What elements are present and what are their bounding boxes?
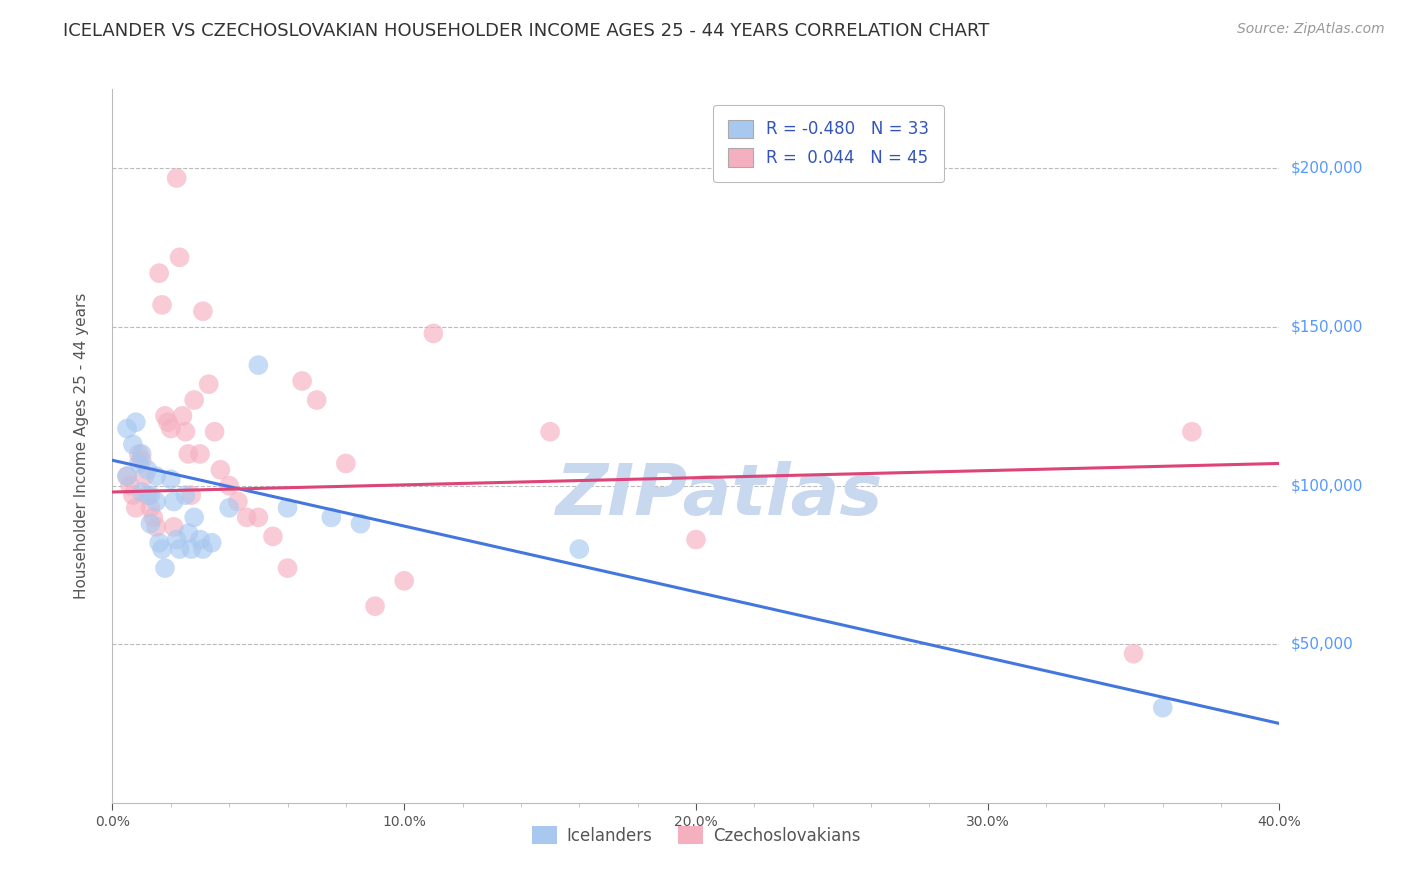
Point xyxy=(191,304,214,318)
Point xyxy=(166,171,188,186)
Point xyxy=(128,447,150,461)
Point xyxy=(321,510,343,524)
Point xyxy=(568,542,591,557)
Y-axis label: Householder Income Ages 25 - 44 years: Householder Income Ages 25 - 44 years xyxy=(75,293,89,599)
Point xyxy=(134,469,156,483)
Point xyxy=(305,392,328,407)
Point xyxy=(538,425,561,439)
Point xyxy=(139,488,162,502)
Point xyxy=(174,425,197,439)
Point xyxy=(276,500,298,515)
Point xyxy=(139,516,162,531)
Point xyxy=(153,409,176,423)
Point xyxy=(180,488,202,502)
Point xyxy=(174,488,197,502)
Point xyxy=(422,326,444,341)
Point xyxy=(191,542,214,557)
Point xyxy=(218,500,240,515)
Point xyxy=(685,533,707,547)
Point xyxy=(364,599,387,614)
Point xyxy=(139,500,162,515)
Point xyxy=(136,463,159,477)
Point xyxy=(204,425,226,439)
Point xyxy=(160,421,183,435)
Point xyxy=(188,447,211,461)
Point xyxy=(145,520,167,534)
Point xyxy=(1122,647,1144,661)
Point xyxy=(122,437,145,451)
Point xyxy=(172,409,194,423)
Point xyxy=(188,533,211,547)
Point xyxy=(160,472,183,486)
Point xyxy=(136,488,159,502)
Point xyxy=(169,542,191,557)
Point xyxy=(145,494,167,508)
Point xyxy=(153,561,176,575)
Point xyxy=(394,574,416,588)
Point xyxy=(349,516,371,531)
Point xyxy=(163,494,186,508)
Point xyxy=(226,494,249,508)
Text: $50,000: $50,000 xyxy=(1291,637,1354,652)
Point xyxy=(122,488,145,502)
Point xyxy=(125,500,148,515)
Point xyxy=(131,485,153,500)
Legend: Icelanders, Czechoslovakians: Icelanders, Czechoslovakians xyxy=(524,820,868,852)
Text: $200,000: $200,000 xyxy=(1291,161,1362,176)
Point xyxy=(169,250,191,264)
Point xyxy=(166,533,188,547)
Point xyxy=(131,453,153,467)
Text: Source: ZipAtlas.com: Source: ZipAtlas.com xyxy=(1237,22,1385,37)
Point xyxy=(125,415,148,429)
Point xyxy=(150,298,173,312)
Point xyxy=(156,415,179,429)
Text: $150,000: $150,000 xyxy=(1291,319,1362,334)
Point xyxy=(197,377,219,392)
Point xyxy=(218,478,240,492)
Point xyxy=(177,526,200,541)
Point xyxy=(262,529,284,543)
Point xyxy=(183,510,205,524)
Point xyxy=(118,478,141,492)
Point xyxy=(1181,425,1204,439)
Point xyxy=(142,510,165,524)
Point xyxy=(1152,700,1174,714)
Point xyxy=(201,535,224,549)
Point xyxy=(115,469,138,483)
Text: $100,000: $100,000 xyxy=(1291,478,1362,493)
Point xyxy=(177,447,200,461)
Point xyxy=(247,510,270,524)
Point xyxy=(115,469,138,483)
Point xyxy=(209,463,232,477)
Point xyxy=(163,520,186,534)
Point xyxy=(145,469,167,483)
Point xyxy=(291,374,314,388)
Point xyxy=(235,510,257,524)
Point xyxy=(148,266,170,280)
Point xyxy=(183,392,205,407)
Point xyxy=(128,457,150,471)
Point xyxy=(247,358,270,372)
Point xyxy=(335,457,357,471)
Point xyxy=(150,542,173,557)
Text: ZIPatlas: ZIPatlas xyxy=(555,461,883,531)
Point xyxy=(131,447,153,461)
Point xyxy=(276,561,298,575)
Point xyxy=(180,542,202,557)
Point xyxy=(148,535,170,549)
Text: ICELANDER VS CZECHOSLOVAKIAN HOUSEHOLDER INCOME AGES 25 - 44 YEARS CORRELATION C: ICELANDER VS CZECHOSLOVAKIAN HOUSEHOLDER… xyxy=(63,22,990,40)
Point xyxy=(115,421,138,435)
